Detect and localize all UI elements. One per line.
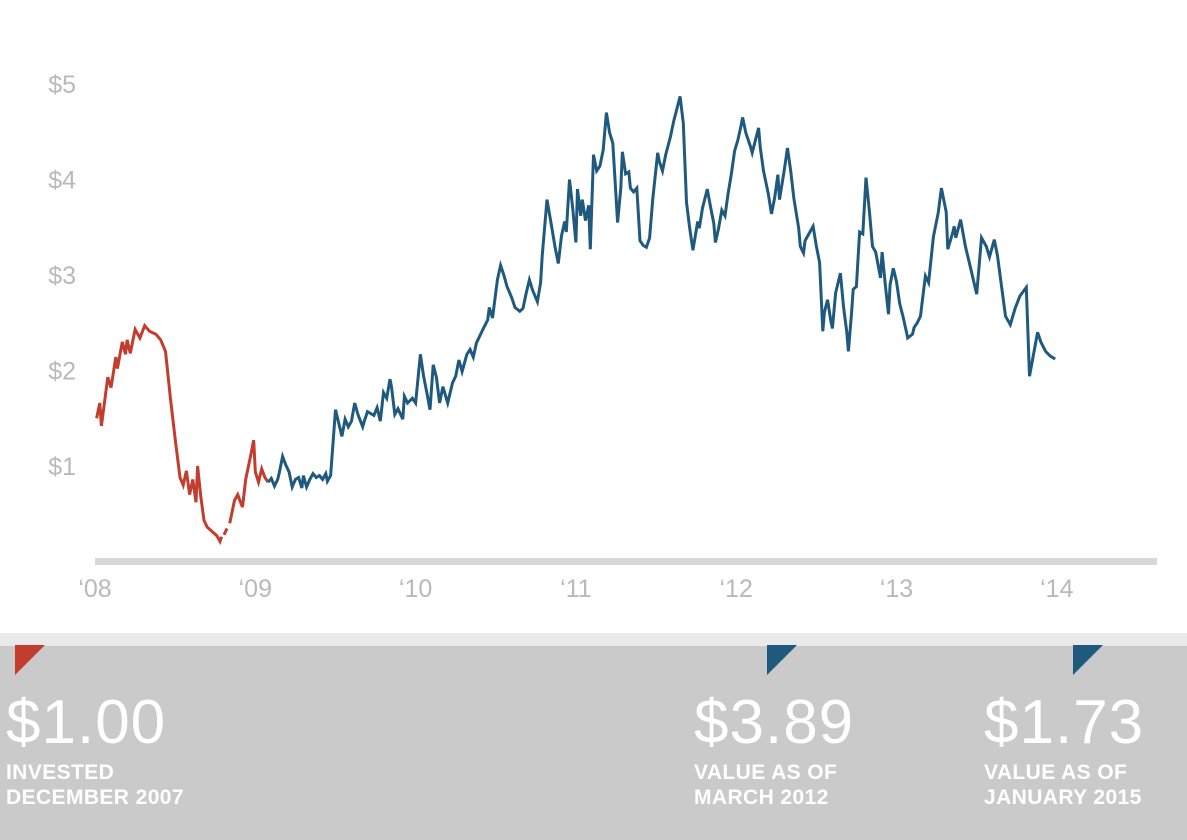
x-axis-label: ‘09 <box>239 575 272 603</box>
y-axis-label: $2 <box>48 358 76 386</box>
stat-january-2015-caption: VALUE AS OF JANUARY 2015 <box>984 760 1144 810</box>
y-axis-labels: $1 $2 $3 $4 $5 <box>48 71 76 481</box>
stat-march-2012-caption-line2: MARCH 2012 <box>694 786 829 809</box>
line-value-2008-rebound <box>228 439 270 524</box>
y-axis-label: $3 <box>48 262 76 290</box>
stat-march-2012-caption-line1: VALUE AS OF <box>694 761 838 784</box>
x-axis-labels: ‘08 ‘09 ‘10 ‘11 ‘12 ‘13 ‘14 <box>78 575 1073 603</box>
y-axis-label: $1 <box>48 453 76 481</box>
stat-january-2015-caption-line1: VALUE AS OF <box>984 761 1128 784</box>
stat-invested: $1.00 INVESTED DECEMBER 2007 <box>6 688 184 810</box>
divider-strip <box>0 633 1187 646</box>
line-value-2008-decline <box>95 322 224 546</box>
stat-march-2012-caption: VALUE AS OF MARCH 2012 <box>694 760 854 810</box>
stat-invested-caption-line2: DECEMBER 2007 <box>6 786 184 809</box>
y-axis-label: $4 <box>48 167 76 195</box>
stat-january-2015-caption-line2: JANUARY 2015 <box>984 786 1142 809</box>
stat-march-2012: $3.89 VALUE AS OF MARCH 2012 <box>694 688 855 810</box>
x-axis-baseline <box>95 558 1157 565</box>
stat-january-2015: $1.73 VALUE AS OF JANUARY 2015 <box>984 688 1145 810</box>
investment-line-chart: $1 $2 $3 $4 $5 ‘08 ‘09 ‘10 ‘11 ‘12 ‘13 ‘14 <box>48 71 1157 603</box>
stat-march-2012-value: $3.89 <box>694 688 855 757</box>
invested-marker-triangle <box>15 645 45 675</box>
stat-invested-caption-line1: INVESTED <box>6 761 115 784</box>
x-axis-label: ‘11 <box>560 575 592 603</box>
line-value-2009-2015 <box>266 96 1056 493</box>
stat-january-2015-value: $1.73 <box>984 688 1145 757</box>
line-chart-area: $1 $2 $3 $4 $5 ‘08 ‘09 ‘10 ‘11 ‘12 ‘13 ‘14 <box>48 71 1157 603</box>
footer-stats-banner: $1.00 INVESTED DECEMBER 2007 $3.89 VALUE… <box>0 645 1187 840</box>
march-2012-marker-triangle <box>767 645 797 675</box>
line-value-2008-gap-dash <box>222 527 229 536</box>
x-axis-label: ‘08 <box>78 575 111 603</box>
january-2015-marker-triangle <box>1073 645 1103 675</box>
stat-invested-caption: INVESTED DECEMBER 2007 <box>6 760 184 810</box>
x-axis-label: ‘14 <box>1040 575 1073 603</box>
x-axis-label: ‘13 <box>880 575 913 603</box>
y-axis-label: $5 <box>48 71 76 99</box>
x-axis-label: ‘10 <box>399 575 432 603</box>
stat-invested-value: $1.00 <box>6 688 167 757</box>
x-axis-label: ‘12 <box>720 575 753 603</box>
value-line-series <box>95 96 1056 546</box>
